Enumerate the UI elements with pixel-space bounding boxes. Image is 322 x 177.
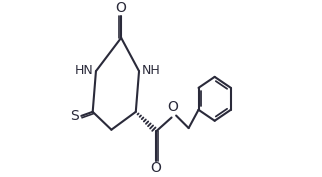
Text: S: S (70, 109, 78, 123)
Text: HN: HN (75, 64, 93, 77)
Text: O: O (116, 1, 127, 15)
Text: O: O (167, 100, 178, 114)
Text: O: O (151, 161, 162, 175)
Text: NH: NH (141, 64, 160, 77)
